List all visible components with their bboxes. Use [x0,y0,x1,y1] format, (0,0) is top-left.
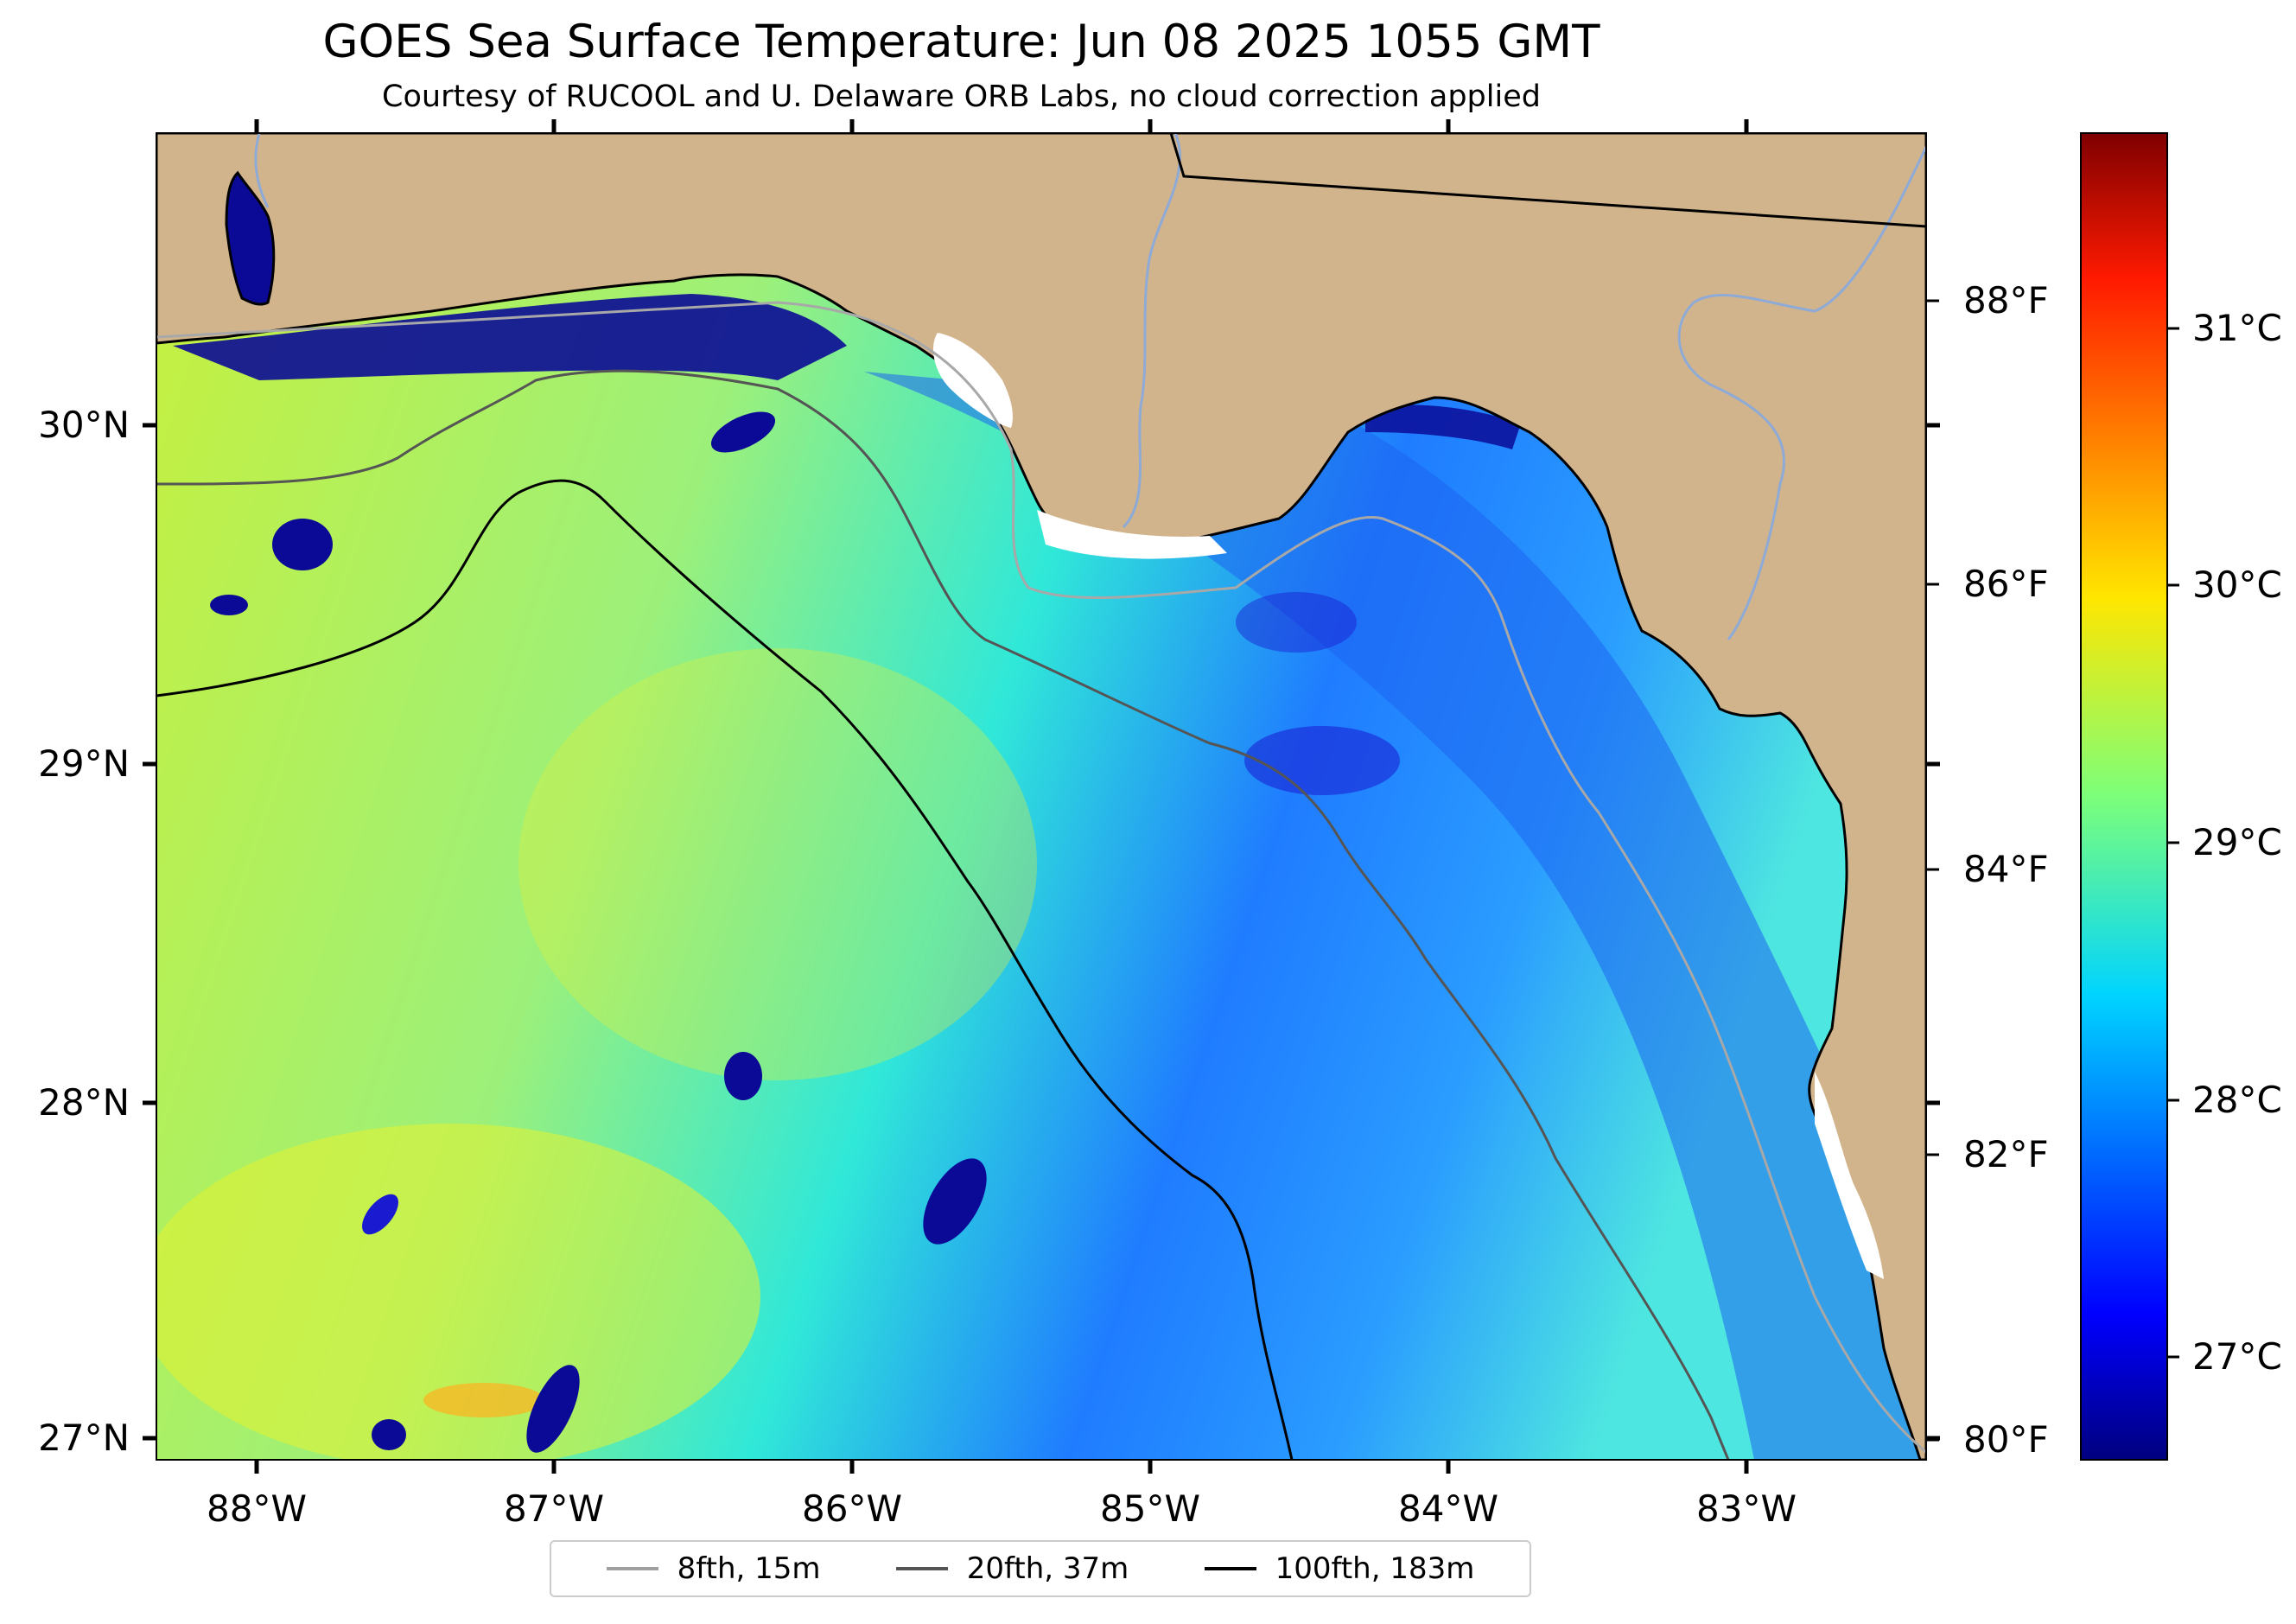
colorbar-label: 29°C [2192,821,2282,863]
no-data-patch [1037,510,1227,559]
river [254,133,270,208]
state-border [1169,133,1926,228]
legend-item-20fth: 20fth, 37m [895,1551,1129,1586]
fahrenheit-ticks [1926,299,1939,1442]
mobile-bay [225,170,276,306]
legend-line-swatch [1204,1567,1256,1570]
warm-region [156,1124,760,1460]
no-data-patch [933,333,1013,428]
river [1122,133,1181,529]
hot-spot [423,1383,544,1417]
cold-blob [724,1052,762,1100]
land-mass [156,133,1926,1460]
lon-label: 88°W [207,1487,307,1530]
legend-label: 100fth, 183m [1275,1551,1475,1586]
lon-label: 83°W [1696,1487,1797,1530]
lat-label: 28°N [38,1081,130,1124]
fahrenheit-label: 88°F [1963,279,2049,322]
map-frame [156,132,1927,1461]
cold-spot [1244,726,1400,795]
map-field [156,133,1926,1460]
fahrenheit-label: 82°F [1963,1133,2049,1175]
contour-20fth [156,369,1730,1460]
lat-label: 27°N [38,1417,130,1459]
legend-line-swatch [606,1567,658,1570]
nearshore-cold-band [173,294,847,380]
colorbar [2080,132,2168,1461]
colorbar-label: 28°C [2192,1079,2282,1121]
lon-label: 86°W [802,1487,902,1530]
nearshore-cold-band [1365,404,1521,449]
map-subtitle: Courtesy of RUCOOL and U. Delaware ORB L… [382,80,1541,114]
colorbar-label: 27°C [2192,1335,2282,1378]
colorbar-ticks [2167,327,2179,1359]
map-title: GOES Sea Surface Temperature: Jun 08 202… [322,16,1600,68]
river [1677,146,1926,640]
warm-region [518,648,1037,1080]
lat-label: 30°N [38,404,130,446]
contour-legend: 8fth, 15m 20fth, 37m 100fth, 183m [550,1540,1531,1597]
cold-blob [272,519,333,570]
cold-blob [210,595,248,615]
lon-label: 87°W [504,1487,604,1530]
cold-blob [526,1365,580,1453]
cold-blob [372,1419,406,1450]
contour-8fth [156,301,1926,1454]
colorbar-label: 30°C [2192,564,2282,606]
cold-blob [923,1158,987,1245]
colorbar-label: 31°C [2192,307,2282,349]
fahrenheit-label: 84°F [1963,848,2049,890]
legend-item-100fth: 100fth, 183m [1204,1551,1475,1586]
cold-blob [710,411,776,453]
lon-label: 85°W [1100,1487,1200,1530]
lon-label: 84°W [1398,1487,1498,1530]
legend-label: 20fth, 37m [966,1551,1129,1586]
cool-shelf-region [864,372,1926,1460]
legend-item-8fth: 8fth, 15m [606,1551,821,1586]
fahrenheit-label: 86°F [1963,563,2049,605]
no-data-patch [1815,1072,1884,1279]
cold-blob [362,1194,398,1235]
lon-major-ticks [254,119,1749,1474]
contour-100fth [156,479,1294,1460]
lat-major-ticks [143,423,1940,1441]
lat-label: 29°N [38,742,130,785]
legend-line-swatch [895,1567,948,1570]
fahrenheit-label: 80°F [1963,1418,2049,1461]
legend-label: 8fth, 15m [677,1551,821,1586]
cold-spot [1236,592,1357,653]
